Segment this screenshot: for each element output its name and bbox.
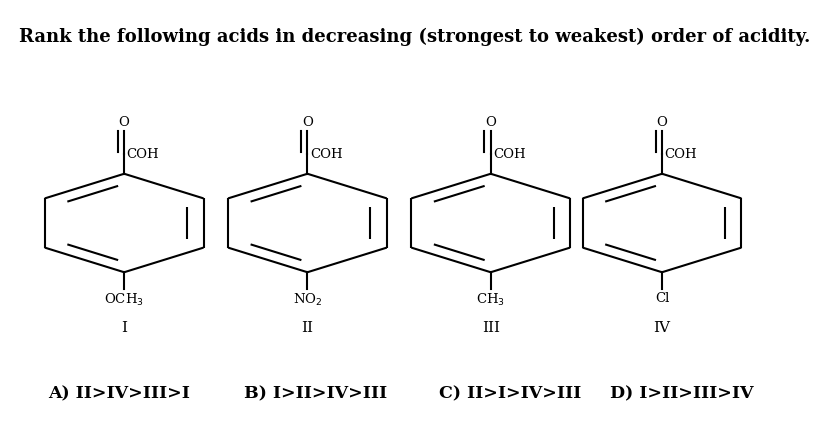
Text: O: O — [119, 116, 129, 129]
Text: O: O — [657, 116, 667, 129]
Text: IV: IV — [653, 322, 671, 335]
Text: B) I>II>IV>III: B) I>II>IV>III — [244, 386, 387, 403]
Text: COH: COH — [493, 148, 525, 161]
Text: C) II>I>IV>III: C) II>I>IV>III — [439, 386, 581, 403]
Text: O: O — [302, 116, 313, 129]
Text: A) II>IV>III>I: A) II>IV>III>I — [48, 386, 190, 403]
Text: CH$_3$: CH$_3$ — [476, 292, 505, 308]
Text: COH: COH — [310, 148, 343, 161]
Text: I: I — [121, 322, 127, 335]
Text: COH: COH — [664, 148, 697, 161]
Text: NO$_2$: NO$_2$ — [293, 292, 322, 308]
Text: O: O — [486, 116, 496, 129]
Text: Rank the following acids in decreasing (strongest to weakest) order of acidity.: Rank the following acids in decreasing (… — [19, 28, 811, 46]
Text: OCH$_3$: OCH$_3$ — [105, 292, 144, 308]
Text: Cl: Cl — [655, 292, 669, 305]
Text: D) I>II>III>IV: D) I>II>III>IV — [610, 386, 754, 403]
Text: III: III — [481, 322, 500, 335]
Text: II: II — [301, 322, 314, 335]
Text: COH: COH — [126, 148, 159, 161]
